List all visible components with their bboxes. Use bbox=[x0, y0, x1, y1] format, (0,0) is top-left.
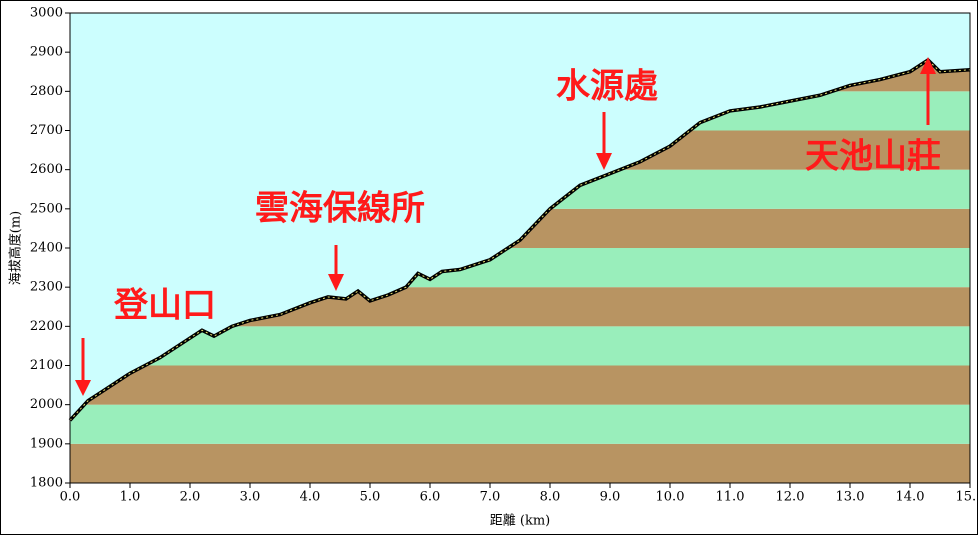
annotation: 登山口 bbox=[113, 286, 216, 326]
x-tick-label: 0.0 bbox=[60, 490, 81, 505]
x-tick-label: 7.0 bbox=[480, 490, 501, 505]
sky bbox=[70, 13, 970, 421]
y-tick-label: 2900 bbox=[30, 45, 63, 60]
y-tick-label: 3000 bbox=[30, 6, 63, 21]
x-axis-label: 距離 (km) bbox=[490, 514, 550, 529]
y-tick-label: 2300 bbox=[30, 280, 63, 295]
y-tick-label: 1900 bbox=[30, 436, 63, 451]
annotation: 天池山莊 bbox=[805, 137, 941, 177]
x-tick-label: 10.0 bbox=[656, 490, 685, 505]
x-tick-label: 3.0 bbox=[240, 490, 261, 505]
x-tick-label: 11.0 bbox=[716, 490, 745, 505]
y-tick-label: 2400 bbox=[30, 241, 63, 256]
y-tick-label: 2000 bbox=[30, 397, 63, 412]
elevation-band bbox=[70, 404, 970, 444]
y-axis-label: 海拔高度(m) bbox=[8, 211, 24, 285]
y-tick-label: 2500 bbox=[30, 201, 63, 216]
y-tick-label: 2600 bbox=[30, 162, 63, 177]
x-tick-label: 8.0 bbox=[540, 490, 561, 505]
x-tick-label: 13.0 bbox=[836, 490, 865, 505]
x-tick-label: 12.0 bbox=[776, 490, 805, 505]
x-tick-label: 1.0 bbox=[120, 490, 141, 505]
x-tick-label: 2.0 bbox=[180, 490, 201, 505]
profile-highlight bbox=[69, 59, 971, 421]
annotation: 雲海保線所 bbox=[255, 189, 425, 229]
annotation: 水源處 bbox=[556, 67, 658, 107]
x-tick-label: 6.0 bbox=[420, 490, 441, 505]
x-tick-label: 9.0 bbox=[600, 490, 621, 505]
y-tick-label: 2700 bbox=[30, 123, 63, 138]
y-tick-label: 2100 bbox=[30, 358, 63, 373]
elevation-band bbox=[70, 443, 970, 483]
y-tick-label: 2800 bbox=[30, 84, 63, 99]
x-tick-label: 4.0 bbox=[300, 490, 321, 505]
x-tick-label: 5.0 bbox=[360, 490, 381, 505]
x-tick-label: 15.0 bbox=[956, 490, 978, 505]
y-tick-label: 1800 bbox=[30, 476, 63, 491]
x-tick-label: 14.0 bbox=[896, 490, 925, 505]
elevation-band bbox=[70, 365, 970, 405]
y-tick-label: 2200 bbox=[30, 319, 63, 334]
arrows bbox=[75, 57, 936, 396]
